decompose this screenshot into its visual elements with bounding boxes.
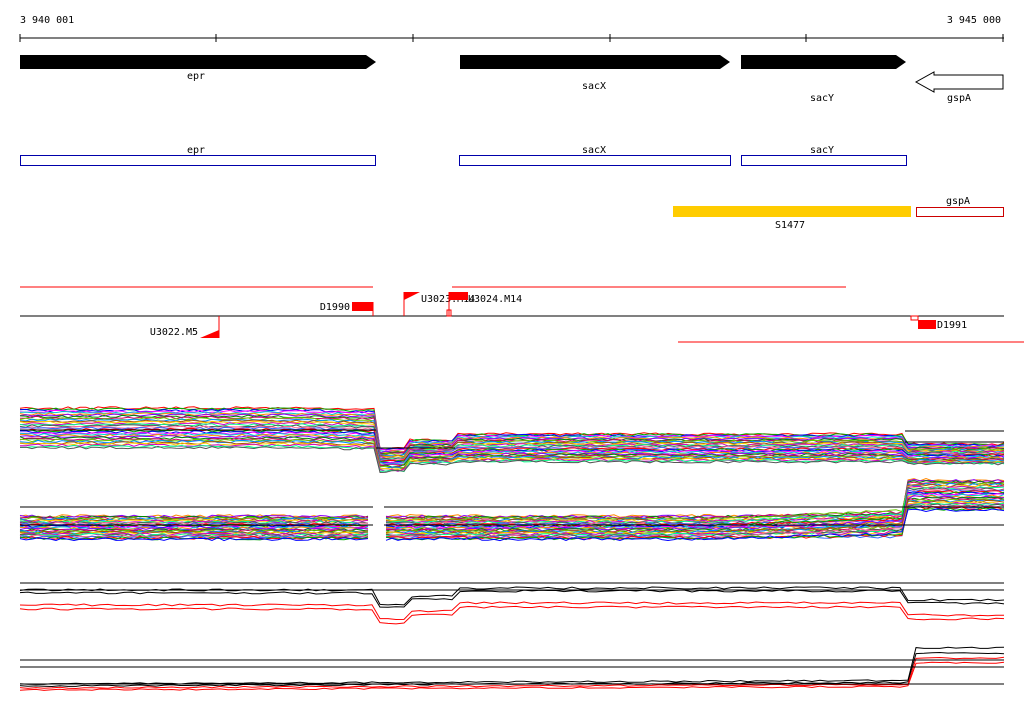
profile-line-a [19,419,1005,458]
feature-u3024-marker [446,309,452,317]
profile-line-b [19,500,1005,536]
cds-box-epr[interactable] [20,155,376,166]
expression-panel-strand-bottom [19,646,1005,691]
cds-label-sacX: sacX [582,145,606,156]
ruler-ticks [19,34,1004,42]
feature-label-u3022: U3022.M5 [150,327,198,338]
profile-line-a [19,411,1005,453]
expression-panel-strand-top [19,582,1005,625]
profile-line-a [19,439,1005,470]
cds-box-sacX[interactable] [459,155,731,166]
profile-line-a [19,409,1005,451]
profile-line-c [19,601,1004,621]
feature-label-d1990: D1990 [320,302,350,313]
expression-panel-multi-bottom [19,477,1005,542]
feature-u3024[interactable] [449,292,468,300]
profile-line-b [19,508,1005,542]
feature-d1991[interactable] [918,320,936,329]
profile-line-b [19,480,1005,520]
profile-line-a [19,423,1005,460]
profile-line-a [19,422,1005,459]
cds-label-epr: epr [187,145,205,156]
cds-label-sacY: sacY [810,145,834,156]
gene-label-sacX: sacX [582,81,606,92]
profile-line-a [20,445,1005,474]
segment-label: S1477 [775,220,805,231]
ruler-start-label: 3 940 001 [20,15,74,26]
feature-u3023[interactable] [404,292,420,300]
profile-line-c [19,605,1005,625]
profile-line-a [19,432,1004,465]
profile-line-a [20,431,1005,464]
gene-arrow-sacX[interactable] [460,55,730,69]
gspA-box-label: gspA [946,196,970,207]
profile-line-d [19,656,1005,690]
feature-label-d1991: D1991 [937,320,967,331]
cds-track: epr sacX sacY [20,145,907,166]
gene-arrow-sacY[interactable] [741,55,906,69]
profile-line-a [19,415,1005,456]
expression-panel-multi-top [19,406,1005,474]
gene-label-sacY: sacY [810,93,834,104]
feature-d1991-marker [910,315,919,321]
profile-line-b [19,477,1005,519]
profile-line-c [19,589,1005,608]
gene-arrow-epr[interactable] [20,55,376,69]
ruler: 3 940 001 3 945 000 [19,15,1004,42]
profile-line-a [19,437,1005,469]
feature-label-u3023: U3023.M14 [421,294,475,305]
profile-line-a [19,427,1005,463]
gene-label-epr: epr [187,71,205,82]
gene-arrow-gspA[interactable] [914,71,1004,93]
profile-line-a [19,433,1005,466]
ruler-end-label: 3 945 000 [947,15,1001,26]
cds-box-sacY[interactable] [741,155,907,166]
feature-track: D1990 U3023.M14 U3024.M14 U3022.M5 D1991 [20,286,1024,343]
feature-u3022[interactable] [200,330,219,338]
segment-bar[interactable] [673,206,911,217]
gene-label-gspA: gspA [947,93,971,104]
segment-track: S1477 gspA [673,196,1004,231]
gene-track: epr sacX sacY gspA [20,55,1004,104]
feature-label-u3024: U3024.M14 [468,294,522,305]
profile-line-d [19,661,1005,691]
profile-line-d [19,646,1005,685]
feature-d1990[interactable] [352,302,373,311]
gspA-box[interactable] [916,207,1004,217]
